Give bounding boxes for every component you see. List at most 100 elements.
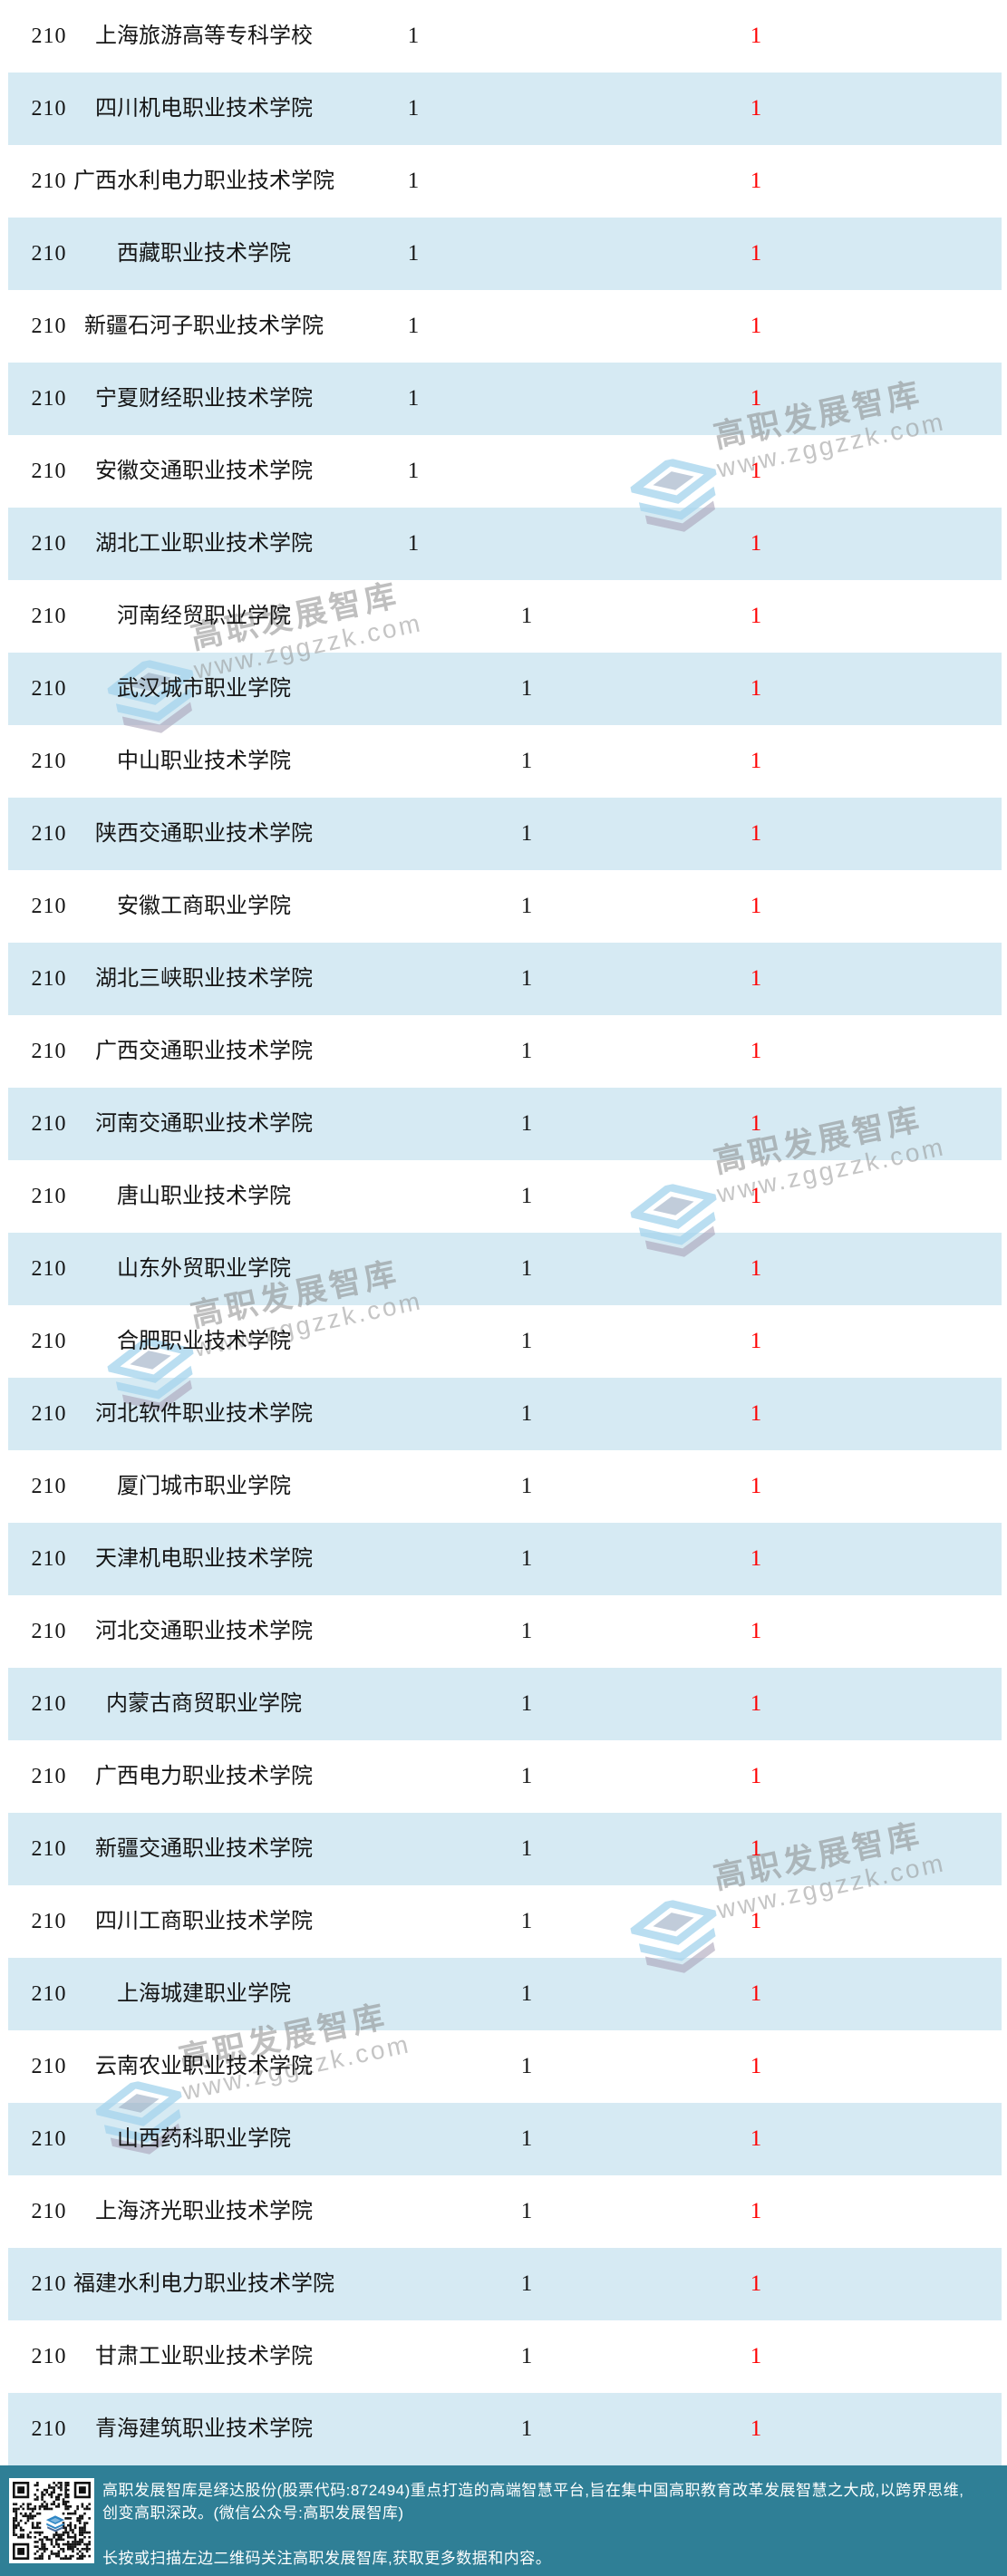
award-count-cell-a: 1 bbox=[407, 241, 420, 266]
award-count-cell-a: 1 bbox=[407, 314, 420, 338]
total-count-cell: 1 bbox=[750, 2271, 762, 2296]
school-name-cell: 四川工商职业技术学院 bbox=[95, 1910, 313, 1933]
table-row: 210 天津机电职业技术学院 1 1 bbox=[8, 1523, 1002, 1595]
award-count-cell-b: 1 bbox=[520, 1691, 533, 1716]
award-count-cell-b: 1 bbox=[520, 1039, 533, 1063]
total-count-cell: 1 bbox=[750, 241, 762, 266]
rank-cell: 210 bbox=[31, 2345, 67, 2368]
award-count-cell-b: 1 bbox=[520, 1329, 533, 1353]
award-count-cell-a: 1 bbox=[407, 96, 420, 121]
table-row: 210 中山职业技术学院 1 1 bbox=[8, 725, 1002, 798]
school-name-cell: 甘肃工业职业技术学院 bbox=[95, 2345, 313, 2368]
award-count-cell-b bbox=[490, 145, 563, 218]
rank-cell: 210 bbox=[31, 532, 67, 556]
rank-cell: 210 bbox=[31, 1185, 67, 1208]
total-count-cell: 1 bbox=[750, 96, 762, 121]
table-row: 210 四川工商职业技术学院 1 1 bbox=[8, 1885, 1002, 1958]
award-count-cell-a: 1 bbox=[407, 24, 420, 48]
award-count-cell-a bbox=[377, 2393, 450, 2465]
award-count-cell-a bbox=[377, 2175, 450, 2248]
total-count-cell: 1 bbox=[750, 1764, 762, 1788]
school-name-cell: 广西交通职业技术学院 bbox=[95, 1040, 313, 1063]
table-row: 210 安徽交通职业技术学院 1 1 bbox=[8, 435, 1002, 508]
total-count-cell: 1 bbox=[750, 2199, 762, 2223]
school-name-cell: 青海建筑职业技术学院 bbox=[95, 2417, 313, 2441]
table-row: 210 甘肃工业职业技术学院 1 1 bbox=[8, 2320, 1002, 2393]
rank-cell: 210 bbox=[31, 822, 67, 846]
table-row: 210 西藏职业技术学院 1 1 bbox=[8, 218, 1002, 290]
rank-cell: 210 bbox=[31, 1112, 67, 1136]
table-row: 210 广西水利电力职业技术学院 1 1 bbox=[8, 145, 1002, 218]
total-count-cell: 1 bbox=[750, 1111, 762, 1136]
table-row: 210 上海济光职业技术学院 1 1 bbox=[8, 2175, 1002, 2248]
rank-cell: 210 bbox=[31, 460, 67, 483]
school-name-cell: 山西药科职业学院 bbox=[117, 2127, 291, 2151]
rank-cell: 210 bbox=[31, 2055, 67, 2078]
award-count-cell-b: 1 bbox=[520, 966, 533, 991]
table-row: 210 厦门城市职业学院 1 1 bbox=[8, 1450, 1002, 1523]
award-count-cell-b: 1 bbox=[520, 2416, 533, 2441]
award-count-cell-b: 1 bbox=[520, 894, 533, 918]
award-count-cell-a: 1 bbox=[407, 386, 420, 411]
total-count-cell: 1 bbox=[750, 1836, 762, 1861]
award-count-cell-a bbox=[377, 2320, 450, 2393]
rank-cell: 210 bbox=[31, 169, 67, 193]
award-count-cell-a: 1 bbox=[407, 169, 420, 193]
school-name-cell: 安徽交通职业技术学院 bbox=[95, 460, 313, 483]
total-count-cell: 1 bbox=[750, 1619, 762, 1643]
school-name-cell: 西藏职业技术学院 bbox=[117, 242, 291, 266]
footer-text-line1: 高职发展智库是绎达股份(股票代码:872494)重点打造的高端智慧平台,旨在集中… bbox=[102, 2482, 964, 2499]
rank-cell: 210 bbox=[31, 1620, 67, 1643]
award-count-cell-a bbox=[377, 2030, 450, 2103]
award-count-cell-a bbox=[377, 1813, 450, 1885]
table-row: 210 湖北三峡职业技术学院 1 1 bbox=[8, 943, 1002, 1015]
school-name-cell: 河北软件职业技术学院 bbox=[95, 1402, 313, 1426]
award-count-cell-a bbox=[377, 870, 450, 943]
ranking-table: 210 上海旅游高等专科学校 1 1 210 四川机电职业技术学院 1 1 210 广西水利电力职… bbox=[8, 24, 1002, 2465]
table-row: 210 内蒙古商贸职业学院 1 1 bbox=[8, 1668, 1002, 1740]
footer-banner: 高职发展智库是绎达股份(股票代码:872494)重点打造的高端智慧平台,旨在集中… bbox=[0, 2465, 1007, 2576]
school-name-cell: 内蒙古商贸职业学院 bbox=[106, 1692, 302, 1716]
award-count-cell-b: 1 bbox=[520, 1546, 533, 1571]
award-count-cell-b: 1 bbox=[520, 1474, 533, 1498]
award-count-cell-b: 1 bbox=[520, 676, 533, 701]
school-name-cell: 河南经贸职业学院 bbox=[117, 605, 291, 628]
award-count-cell-a bbox=[377, 653, 450, 725]
rank-cell: 210 bbox=[31, 1330, 67, 1353]
total-count-cell: 1 bbox=[750, 459, 762, 483]
award-count-cell-b: 1 bbox=[520, 1256, 533, 1281]
school-name-cell: 河南交通职业技术学院 bbox=[95, 1112, 313, 1136]
qr-center-logo-icon bbox=[42, 2511, 65, 2532]
total-count-cell: 1 bbox=[750, 749, 762, 773]
award-count-cell-a bbox=[377, 1088, 450, 1160]
school-name-cell: 陕西交通职业技术学院 bbox=[95, 822, 313, 846]
total-count-cell: 1 bbox=[750, 2344, 762, 2368]
award-count-cell-b: 1 bbox=[520, 2126, 533, 2151]
school-name-cell: 湖北工业职业技术学院 bbox=[95, 532, 313, 556]
total-count-cell: 1 bbox=[750, 24, 762, 48]
school-name-cell: 天津机电职业技术学院 bbox=[95, 1547, 313, 1571]
table-row: 210 上海城建职业学院 1 1 bbox=[8, 1958, 1002, 2030]
table-row: 210 四川机电职业技术学院 1 1 bbox=[8, 73, 1002, 145]
award-count-cell-b: 1 bbox=[520, 1184, 533, 1208]
school-name-cell: 武汉城市职业学院 bbox=[117, 677, 291, 701]
award-count-cell-a bbox=[377, 1233, 450, 1305]
school-name-cell: 四川机电职业技术学院 bbox=[95, 97, 313, 121]
table-row: 210 河北软件职业技术学院 1 1 bbox=[8, 1378, 1002, 1450]
award-count-cell-a bbox=[377, 943, 450, 1015]
award-count-cell-b: 1 bbox=[520, 2199, 533, 2223]
school-name-cell: 宁夏财经职业技术学院 bbox=[95, 387, 313, 411]
award-count-cell-a bbox=[377, 1668, 450, 1740]
rank-cell: 210 bbox=[31, 1982, 67, 2006]
rank-cell: 210 bbox=[31, 387, 67, 411]
rank-cell: 210 bbox=[31, 1765, 67, 1788]
rank-cell: 210 bbox=[31, 1910, 67, 1933]
school-name-cell: 新疆交通职业技术学院 bbox=[95, 1837, 313, 1861]
total-count-cell: 1 bbox=[750, 1184, 762, 1208]
award-count-cell-a bbox=[377, 1160, 450, 1233]
rank-cell: 210 bbox=[31, 967, 67, 991]
rank-cell: 210 bbox=[31, 2417, 67, 2441]
rank-cell: 210 bbox=[31, 1692, 67, 1716]
award-count-cell-b: 1 bbox=[520, 1764, 533, 1788]
table-row: 210 湖北工业职业技术学院 1 1 bbox=[8, 508, 1002, 580]
